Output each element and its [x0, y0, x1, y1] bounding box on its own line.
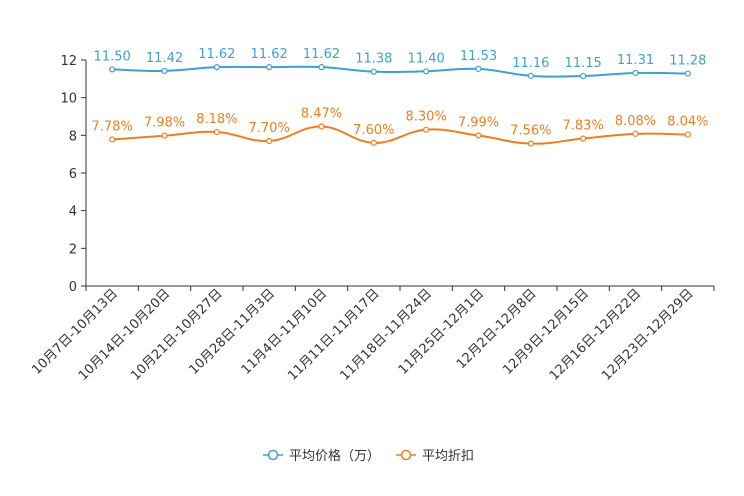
y-tick-label: 2 — [69, 242, 77, 257]
data-point[interactable] — [318, 64, 325, 71]
data-label: 8.04% — [667, 115, 708, 130]
legend-label: 平均折扣 — [422, 449, 474, 464]
legend-item[interactable]: 平均折扣 — [396, 449, 474, 464]
legend: 平均价格（万） 平均折扣 — [263, 448, 474, 464]
data-point[interactable] — [684, 70, 691, 77]
data-label: 7.83% — [563, 119, 604, 134]
series-line — [112, 125, 688, 145]
data-point[interactable] — [527, 72, 534, 79]
data-label: 8.47% — [301, 106, 342, 121]
data-point[interactable] — [109, 66, 116, 73]
data-label: 7.98% — [144, 116, 185, 131]
data-point[interactable] — [213, 64, 220, 71]
data-point[interactable] — [161, 67, 168, 75]
y-tick-label: 6 — [69, 167, 77, 182]
data-label: 7.99% — [458, 116, 499, 131]
data-point[interactable] — [580, 135, 587, 142]
data-label: 11.40 — [408, 51, 445, 66]
legend-label: 平均价格（万） — [289, 448, 380, 464]
data-label: 11.42 — [146, 51, 183, 66]
data-point[interactable] — [423, 126, 430, 133]
data-label: 11.31 — [617, 53, 654, 68]
series-layer: 11.50 11.42 11.62 11.62 11.62 11.38 11.40 11.53… — [92, 47, 708, 147]
x-tick-label: 10月21日-10月27日 — [128, 286, 225, 383]
x-tick-label: 11月18日-11月24日 — [338, 286, 435, 383]
axes: 0 2 4 6 8 10 12 10月7日-10月13日10月14日-10月20日10月21日… — [29, 54, 715, 384]
legend-circle-marker — [400, 449, 412, 461]
data-label: 11.62 — [198, 47, 235, 62]
y-tick-label: 8 — [69, 129, 77, 144]
data-point[interactable] — [370, 68, 377, 75]
data-point[interactable] — [475, 132, 482, 139]
y-tick-label: 0 — [69, 280, 77, 295]
data-label: 8.18% — [196, 112, 237, 127]
data-label: 11.53 — [460, 49, 497, 64]
data-point[interactable] — [266, 137, 273, 145]
data-point[interactable] — [475, 65, 482, 72]
data-point[interactable] — [109, 136, 116, 143]
data-label: 11.62 — [303, 47, 340, 62]
data-point[interactable] — [423, 68, 430, 75]
data-label: 11.62 — [251, 47, 288, 62]
data-label: 8.08% — [615, 114, 656, 129]
y-tick-label: 10 — [60, 92, 77, 107]
data-point[interactable] — [161, 132, 168, 139]
x-tick-label: 12月23日-12月29日 — [599, 286, 696, 383]
data-point[interactable] — [318, 123, 325, 130]
x-tick-label: 10月14日-10月20日 — [76, 286, 173, 383]
legend-circle-marker — [267, 449, 279, 461]
data-label: 11.38 — [355, 52, 392, 67]
y-tick-label: 4 — [69, 205, 77, 220]
x-tick-label: 11月11日-11月17日 — [285, 286, 382, 383]
x-tick-label: 12月16日-12月22日 — [547, 286, 644, 383]
data-point[interactable] — [580, 72, 587, 80]
data-label: 7.70% — [249, 121, 290, 136]
legend-item[interactable]: 平均价格（万） — [263, 448, 380, 464]
data-point[interactable] — [632, 130, 639, 137]
data-label: 7.78% — [92, 119, 133, 134]
data-point[interactable] — [370, 139, 377, 146]
data-label: 11.16 — [512, 56, 549, 71]
data-point[interactable] — [632, 69, 639, 77]
data-label: 7.60% — [353, 123, 394, 138]
data-label: 7.56% — [510, 124, 551, 139]
data-label: 11.15 — [565, 56, 602, 71]
series-line — [112, 65, 688, 78]
data-point[interactable] — [213, 128, 220, 136]
data-point[interactable] — [527, 140, 534, 147]
y-tick-label: 12 — [60, 54, 77, 69]
data-label: 8.30% — [406, 110, 447, 125]
data-label: 11.50 — [94, 49, 131, 64]
data-label: 11.28 — [669, 54, 706, 69]
data-point[interactable] — [266, 64, 273, 71]
data-point[interactable] — [684, 131, 691, 138]
x-tick-label: 10月7日-10月13日 — [29, 286, 121, 378]
